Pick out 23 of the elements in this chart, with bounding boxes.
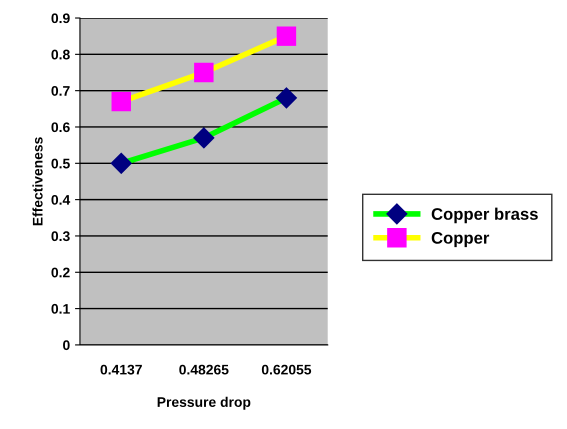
- point: [276, 87, 297, 108]
- x-tick-label: 0.62055: [262, 364, 312, 375]
- y-tick-label: 0.3: [51, 231, 70, 242]
- y-tick-label: 0.4: [51, 194, 70, 205]
- y-tick-label: 0.5: [51, 158, 70, 168]
- legend-label: Copper brass: [432, 208, 538, 224]
- point: [276, 26, 296, 46]
- x-axis-title: Pressure drop: [158, 396, 250, 410]
- legend-label: Copper: [432, 232, 490, 248]
- y-tick-label: 0.1: [51, 304, 70, 314]
- x-tick-label: 0.4137: [100, 364, 142, 375]
- y-tick-label: 0.6: [51, 122, 70, 132]
- y-tick-label: 0.9: [51, 13, 70, 24]
- point: [112, 92, 131, 112]
- point: [194, 62, 214, 82]
- point: [193, 127, 214, 148]
- y-tick-label: 0: [63, 340, 70, 350]
- y-tick-label: 0.8: [51, 50, 70, 60]
- point: [110, 152, 132, 174]
- y-tick-label: 0.7: [51, 86, 70, 96]
- x-tick-label: 0.48265: [179, 364, 229, 375]
- y-tick-label: 0.2: [51, 268, 70, 278]
- y-axis-title: Effectiveness: [32, 137, 43, 226]
